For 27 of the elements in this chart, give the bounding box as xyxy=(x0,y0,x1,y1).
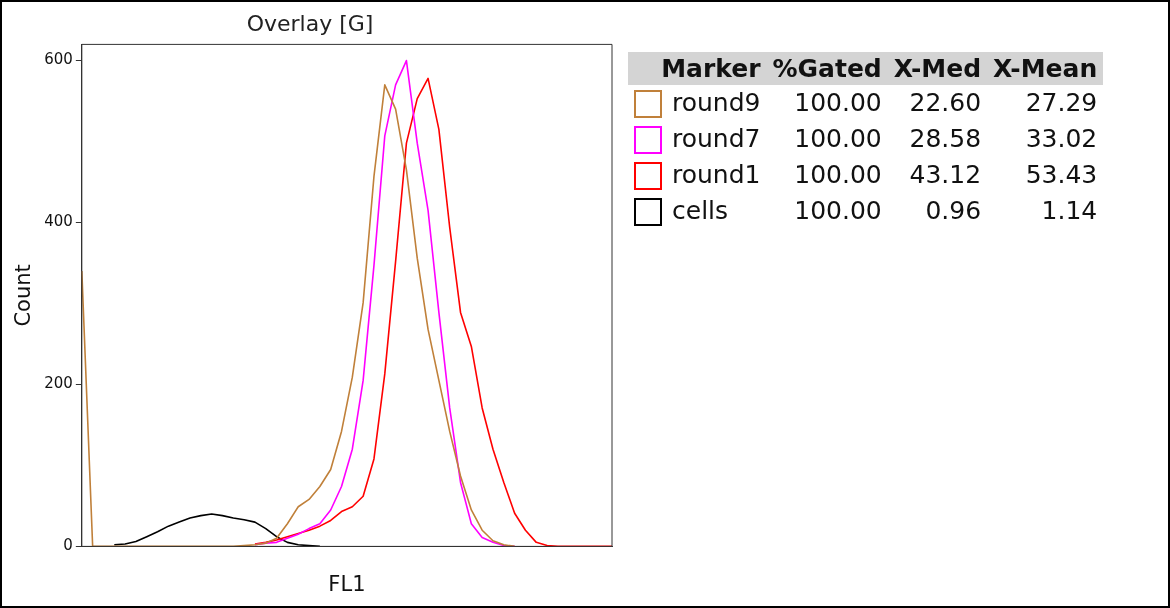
text: 33.02 xyxy=(1024,123,1099,155)
y-tick-label: 200 xyxy=(44,374,73,393)
chart-title: Overlay [G] xyxy=(246,10,374,36)
text: 1.14 xyxy=(1040,195,1099,227)
text: %Gated xyxy=(766,52,888,85)
text: X-Mean xyxy=(987,52,1104,85)
y-tick-label: 600 xyxy=(44,50,73,69)
text: 27.29 xyxy=(1024,87,1099,119)
legend-label: round9 xyxy=(671,87,762,119)
text: Marker xyxy=(628,52,767,85)
y-tick-label: 400 xyxy=(44,212,73,231)
text: 53.43 xyxy=(1024,159,1099,191)
text: 43.12 xyxy=(908,159,983,191)
x-axis-title: FL1 xyxy=(328,571,366,596)
text: 0.96 xyxy=(924,195,983,227)
text: 22.60 xyxy=(908,87,983,119)
legend-label: round7 xyxy=(671,123,762,155)
legend-label: cells xyxy=(671,195,730,227)
text: 100.00 xyxy=(793,195,883,227)
text: 100.00 xyxy=(793,159,883,191)
text: 28.58 xyxy=(908,123,983,155)
legend-label: round1 xyxy=(671,159,762,191)
text: 100.00 xyxy=(793,123,883,155)
text: X-Med xyxy=(887,52,988,85)
text: 100.00 xyxy=(793,87,883,119)
y-tick-label: 0 xyxy=(63,536,73,555)
y-axis-title: Count xyxy=(11,264,36,327)
